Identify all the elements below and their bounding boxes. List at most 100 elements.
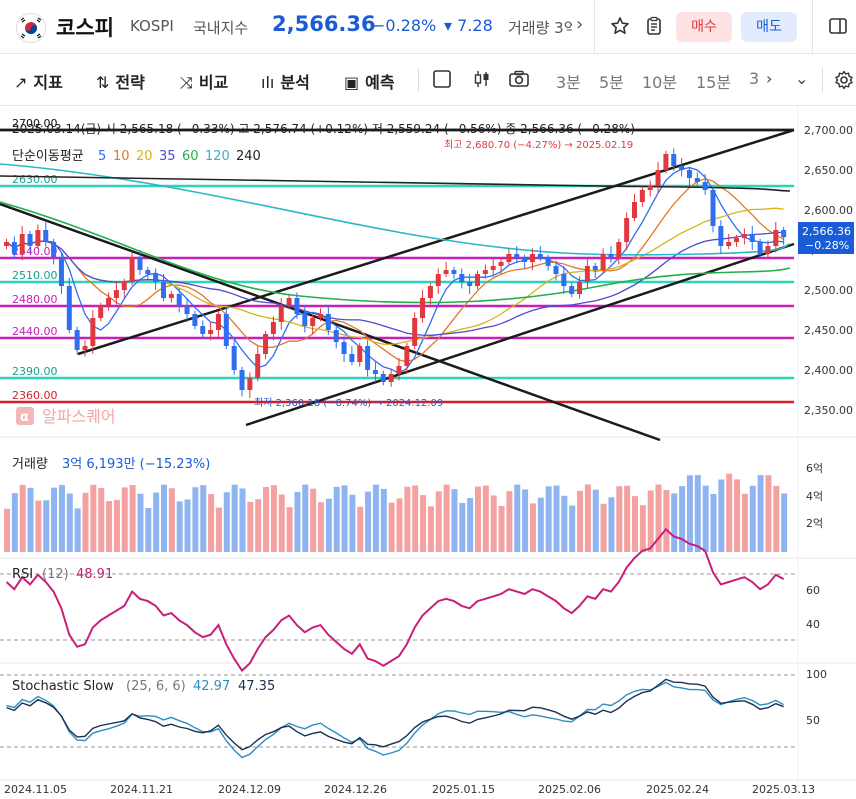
candle-body[interactable] — [35, 230, 41, 246]
candle-body[interactable] — [58, 258, 64, 286]
candle-body[interactable] — [129, 258, 135, 282]
candle-body[interactable] — [192, 314, 198, 326]
candle-body[interactable] — [773, 230, 779, 246]
candle-body[interactable] — [388, 374, 394, 382]
candle-body[interactable] — [679, 166, 685, 170]
candle-body[interactable] — [145, 270, 151, 274]
candle-body[interactable] — [702, 182, 708, 190]
candle-body[interactable] — [27, 234, 33, 246]
candle-body[interactable] — [302, 314, 308, 326]
indicator-button[interactable]: ↗ 지표 — [14, 73, 63, 92]
ma-legend-item[interactable]: 240 — [236, 149, 261, 164]
candle-body[interactable] — [223, 314, 229, 346]
memo-icon[interactable] — [644, 16, 664, 40]
candle-body[interactable] — [19, 234, 25, 254]
candle-body[interactable] — [529, 254, 535, 262]
timeframe-5min[interactable]: 5분 — [599, 73, 624, 92]
timeframe-more[interactable]: 3 — [749, 69, 760, 88]
candle-body[interactable] — [43, 230, 49, 242]
chevron-right-icon[interactable]: › — [766, 69, 773, 88]
candle-body[interactable] — [608, 254, 614, 258]
star-icon[interactable] — [610, 16, 630, 40]
candle-body[interactable] — [333, 330, 339, 342]
candle-body[interactable] — [341, 342, 347, 354]
checkbox-icon[interactable] — [432, 69, 452, 93]
candle-body[interactable] — [443, 270, 449, 274]
candle-body[interactable] — [98, 306, 104, 318]
candle-body[interactable] — [671, 154, 677, 166]
buy-button[interactable]: 매수 — [676, 12, 732, 42]
candle-body[interactable] — [51, 242, 57, 258]
candle-body[interactable] — [82, 346, 88, 350]
candle-body[interactable] — [545, 258, 551, 266]
ma-legend-item[interactable]: 35 — [159, 149, 176, 164]
candle-body[interactable] — [632, 202, 637, 218]
candle-body[interactable] — [168, 294, 174, 298]
candle-body[interactable] — [647, 186, 653, 190]
candle-body[interactable] — [490, 266, 496, 270]
candle-body[interactable] — [113, 290, 119, 298]
candle-body[interactable] — [74, 330, 80, 350]
candle-body[interactable] — [121, 282, 127, 290]
timeframe-15min[interactable]: 15분 — [696, 73, 732, 92]
candle-type-icon[interactable] — [472, 69, 492, 93]
candle-body[interactable] — [404, 346, 410, 366]
candle-body[interactable] — [514, 254, 520, 258]
gear-icon[interactable] — [834, 70, 854, 94]
ma-legend-item[interactable]: 60 — [182, 149, 199, 164]
candle-body[interactable] — [215, 314, 221, 330]
candle-body[interactable] — [765, 246, 771, 254]
candle-body[interactable] — [427, 286, 433, 298]
candle-body[interactable] — [286, 298, 292, 306]
candle-body[interactable] — [349, 354, 355, 362]
candle-body[interactable] — [467, 282, 473, 286]
candle-body[interactable] — [459, 274, 465, 282]
candle-body[interactable] — [616, 242, 622, 258]
candle-body[interactable] — [741, 234, 747, 238]
sell-button[interactable]: 매도 — [741, 12, 797, 42]
candle-body[interactable] — [694, 178, 700, 182]
candle-body[interactable] — [310, 318, 316, 326]
candle-body[interactable] — [4, 242, 9, 246]
candle-body[interactable] — [592, 266, 598, 270]
candle-body[interactable] — [522, 258, 528, 262]
forecast-button[interactable]: ▣ 예측 — [344, 73, 395, 92]
trendline-rising-lower[interactable] — [245, 242, 795, 427]
timeframe-3min[interactable]: 3분 — [556, 73, 581, 92]
candle-body[interactable] — [294, 298, 300, 314]
chevron-right-icon[interactable]: › — [576, 14, 584, 35]
candle-body[interactable] — [553, 266, 559, 274]
candle-body[interactable] — [475, 274, 480, 286]
candle-body[interactable] — [577, 282, 583, 294]
candle-body[interactable] — [11, 242, 17, 254]
candle-body[interactable] — [686, 170, 692, 178]
candle-body[interactable] — [184, 306, 190, 314]
camera-icon[interactable] — [508, 69, 530, 93]
candle-body[interactable] — [655, 170, 661, 186]
candle-body[interactable] — [624, 218, 630, 242]
candle-body[interactable] — [90, 318, 96, 346]
candle-body[interactable] — [639, 190, 645, 202]
candle-body[interactable] — [435, 274, 441, 286]
candle-body[interactable] — [137, 258, 143, 270]
candle-body[interactable] — [372, 370, 378, 374]
compare-button[interactable]: ⤨ 비교 — [180, 73, 229, 92]
ma-legend-item[interactable]: 20 — [136, 149, 153, 164]
strategy-button[interactable]: ⇅ 전략 — [96, 73, 145, 92]
candle-body[interactable] — [726, 242, 732, 246]
candle-body[interactable] — [584, 266, 590, 282]
candle-body[interactable] — [325, 314, 331, 330]
candle-body[interactable] — [569, 286, 575, 294]
analysis-button[interactable]: ılı 분석 — [261, 73, 310, 92]
candle-body[interactable] — [757, 242, 763, 254]
candle-body[interactable] — [600, 254, 606, 270]
candle-body[interactable] — [208, 330, 214, 334]
candle-body[interactable] — [498, 262, 504, 266]
candle-body[interactable] — [247, 378, 253, 390]
candle-body[interactable] — [176, 294, 182, 306]
candle-body[interactable] — [781, 230, 787, 238]
candle-body[interactable] — [506, 254, 512, 262]
candle-body[interactable] — [451, 270, 457, 274]
candle-body[interactable] — [396, 366, 402, 374]
candle-body[interactable] — [482, 270, 488, 274]
